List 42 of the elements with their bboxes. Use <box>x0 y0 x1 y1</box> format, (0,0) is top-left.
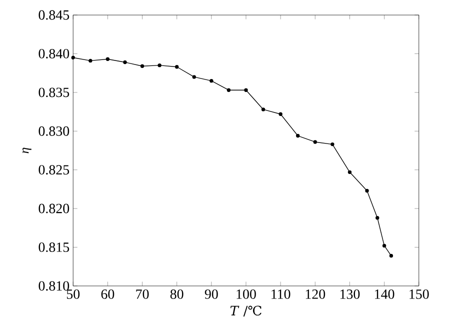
x-axis-title: T /℃ <box>230 306 262 317</box>
point <box>376 216 380 220</box>
point <box>140 64 144 68</box>
point <box>382 244 386 248</box>
point <box>261 108 266 112</box>
x-tick-label: 120 <box>306 290 326 299</box>
x-tick-label: 70 <box>136 290 149 299</box>
x-tick-label: 80 <box>170 290 184 299</box>
y-tick-label: 0.840 <box>38 49 70 59</box>
y-tick-label: 0.815 <box>38 242 70 252</box>
x-tick-label: 130 <box>340 290 360 299</box>
point <box>158 64 162 68</box>
y-tick-label: 0.845 <box>38 10 70 20</box>
y-tick-label: 0.810 <box>38 281 70 291</box>
y-tick-label: 0.820 <box>38 204 70 214</box>
point <box>106 57 110 62</box>
y-tick-label: 0.825 <box>38 165 70 175</box>
point <box>330 142 334 146</box>
point <box>71 56 75 60</box>
point <box>313 140 317 144</box>
y-tick-label: 0.835 <box>38 88 70 98</box>
point <box>210 79 214 83</box>
y-axis-title: η <box>22 148 32 154</box>
point <box>175 65 179 69</box>
x-tick-label: 100 <box>236 290 256 299</box>
x-tick-label: 110 <box>272 290 290 299</box>
x-tick-label: 150 <box>410 290 429 299</box>
x-tick-label: 50 <box>66 290 80 299</box>
point <box>296 134 300 138</box>
x-tick-label: 60 <box>101 290 114 299</box>
point <box>365 188 369 193</box>
point <box>226 88 231 92</box>
x-tick-label: 140 <box>375 290 394 299</box>
point <box>278 112 282 116</box>
point <box>244 88 248 92</box>
point <box>348 170 352 174</box>
point <box>192 75 196 79</box>
y-tick-label: 0.830 <box>38 126 70 136</box>
point <box>123 60 127 64</box>
x-tick-label: 90 <box>204 290 218 299</box>
point <box>88 58 92 63</box>
point <box>389 254 394 258</box>
